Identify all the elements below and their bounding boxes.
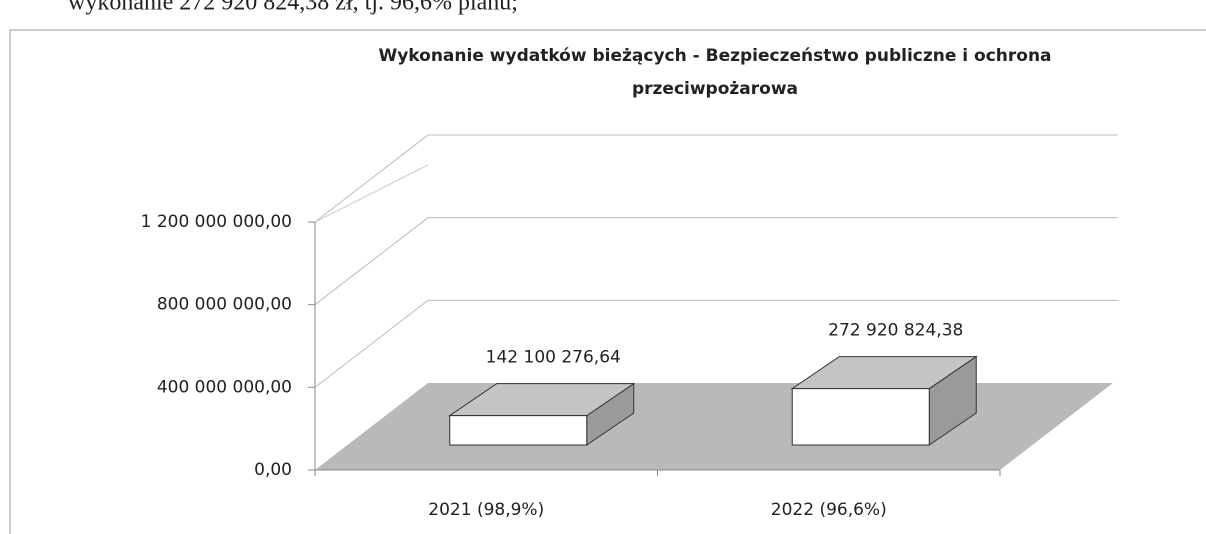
- y-tick-label: 400 000 000,00: [157, 377, 292, 397]
- y-tick-label: 0,00: [254, 460, 292, 480]
- grid-line: [314, 134, 1118, 223]
- caption-fragment: wykonanie 272 920 824,38 zł, tj. 96,6% p…: [68, 0, 518, 16]
- chart-title: przeciwpożarowa: [632, 79, 798, 99]
- value-label: 142 100 276,64: [486, 348, 621, 368]
- bar: [791, 388, 930, 446]
- x-tick-label: 2022 (96,6%): [771, 500, 887, 520]
- chart-frame: [9, 29, 1206, 534]
- grid-line: [314, 217, 1118, 306]
- grid-line: [314, 299, 1118, 388]
- chart-title: Wykonanie wydatków bieżących - Bezpiecze…: [378, 46, 1051, 66]
- bar: [449, 415, 588, 446]
- wall-edge: [314, 164, 429, 223]
- value-label: 272 920 824,38: [828, 321, 963, 341]
- x-tick-label: 2021 (98,9%): [428, 500, 544, 520]
- y-tick-label: 1 200 000 000,00: [141, 212, 292, 232]
- floor: [315, 383, 1113, 470]
- y-tick-label: 800 000 000,00: [157, 295, 292, 315]
